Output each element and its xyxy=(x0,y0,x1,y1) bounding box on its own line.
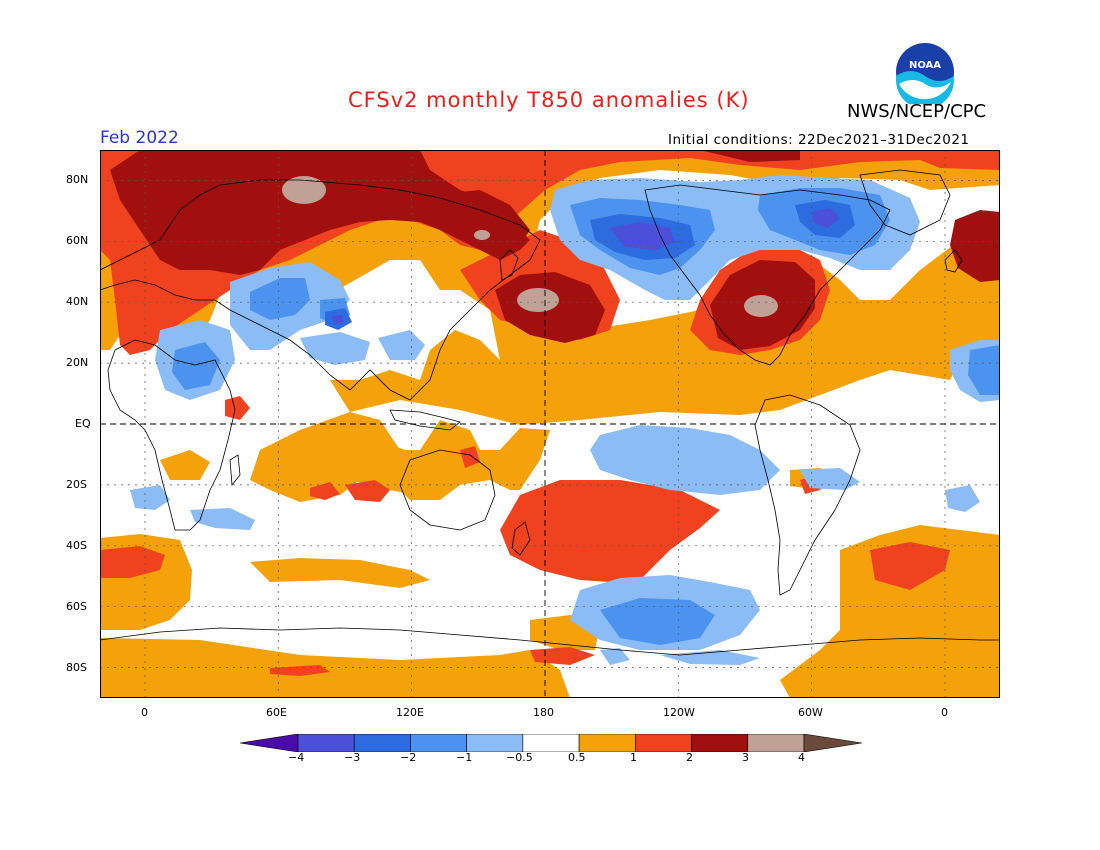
anomaly-map xyxy=(100,150,1000,698)
japan-coast xyxy=(499,249,519,281)
initial-conditions-label: Initial conditions: 22Dec2021–31Dec2021 xyxy=(668,132,970,148)
valid-month-label: Feb 2022 xyxy=(100,128,179,148)
colorbar-tick-2: 2 xyxy=(686,751,693,764)
lat-label-80n: 80N xyxy=(66,173,89,186)
lat-label-80s: 80S xyxy=(66,661,87,674)
madagascar-coast xyxy=(229,454,241,487)
colorbar-tick-neg2: −2 xyxy=(400,751,417,764)
map-title: CFSv2 monthly T850 anomalies (K) xyxy=(348,88,750,112)
lon-label-120w: 120W xyxy=(663,706,695,719)
colorbar-tick-neg0.5: −0.5 xyxy=(506,751,533,764)
lon-label-60w: 60W xyxy=(798,706,823,719)
greenland-coast xyxy=(859,169,951,236)
indonesia-coast xyxy=(389,409,461,431)
colorbar-tick-neg3: −3 xyxy=(344,751,361,764)
colorbar-cell-2 xyxy=(353,734,411,752)
colorbar-cell-9 xyxy=(747,734,805,752)
colorbar-tick-neg4: −4 xyxy=(288,751,305,764)
lat-label-60n: 60N xyxy=(66,234,89,247)
equator-dateline xyxy=(100,150,1000,698)
lat-label-eq: EQ xyxy=(75,417,91,430)
colorbar-cell-3 xyxy=(410,734,467,752)
colorbar-tick-1: 1 xyxy=(630,751,637,764)
africa-coast xyxy=(107,339,236,531)
antarctica-coast xyxy=(100,627,1000,656)
anomaly-band-3-4 xyxy=(282,176,778,317)
lon-label-120e: 120E xyxy=(396,706,424,719)
new-zealand-coast xyxy=(511,521,531,556)
colorbar-cell-1 xyxy=(297,734,355,752)
colorbar-tick-4: 4 xyxy=(798,751,805,764)
colorbar-tick-3: 3 xyxy=(742,751,749,764)
lat-label-20n: 20N xyxy=(66,356,89,369)
colorbar-cell-8 xyxy=(691,734,749,752)
lat-label-40s: 40S xyxy=(66,539,87,552)
colorbar-cell-7 xyxy=(635,734,692,752)
lat-label-60s: 60S xyxy=(66,600,87,613)
lon-label-0: 0 xyxy=(141,706,148,719)
coastlines xyxy=(100,169,1000,656)
anomaly-band-neg3-neg4 xyxy=(332,208,840,324)
colorbar-cell-5 xyxy=(522,734,580,752)
lon-label-180: 180 xyxy=(533,706,554,719)
noaa-logo: NOAA xyxy=(894,41,956,104)
colorbar-tick-neg1: −1 xyxy=(456,751,473,764)
south-america-coast xyxy=(754,394,861,596)
lat-label-20s: 20S xyxy=(66,478,87,491)
colorbar-cell-6 xyxy=(578,734,636,752)
colorbar-cell-10 xyxy=(803,734,862,752)
colorbar-tick-0.5: 0.5 xyxy=(568,751,586,764)
north-america-coast xyxy=(644,184,891,366)
europe-asia-coast xyxy=(100,179,541,401)
colorbar xyxy=(240,734,862,752)
australia-coast xyxy=(399,449,496,531)
lon-label-0-right: 0 xyxy=(941,706,948,719)
lat-label-40n: 40N xyxy=(66,295,89,308)
colorbar-cell-0 xyxy=(240,734,299,752)
noaa-logo-text: NOAA xyxy=(909,60,941,71)
colorbar-cell-4 xyxy=(466,734,524,752)
uk-coast xyxy=(944,249,963,273)
organization-label: NWS/NCEP/CPC xyxy=(847,101,987,122)
map-frame xyxy=(100,150,1000,698)
lon-label-60e: 60E xyxy=(266,706,287,719)
